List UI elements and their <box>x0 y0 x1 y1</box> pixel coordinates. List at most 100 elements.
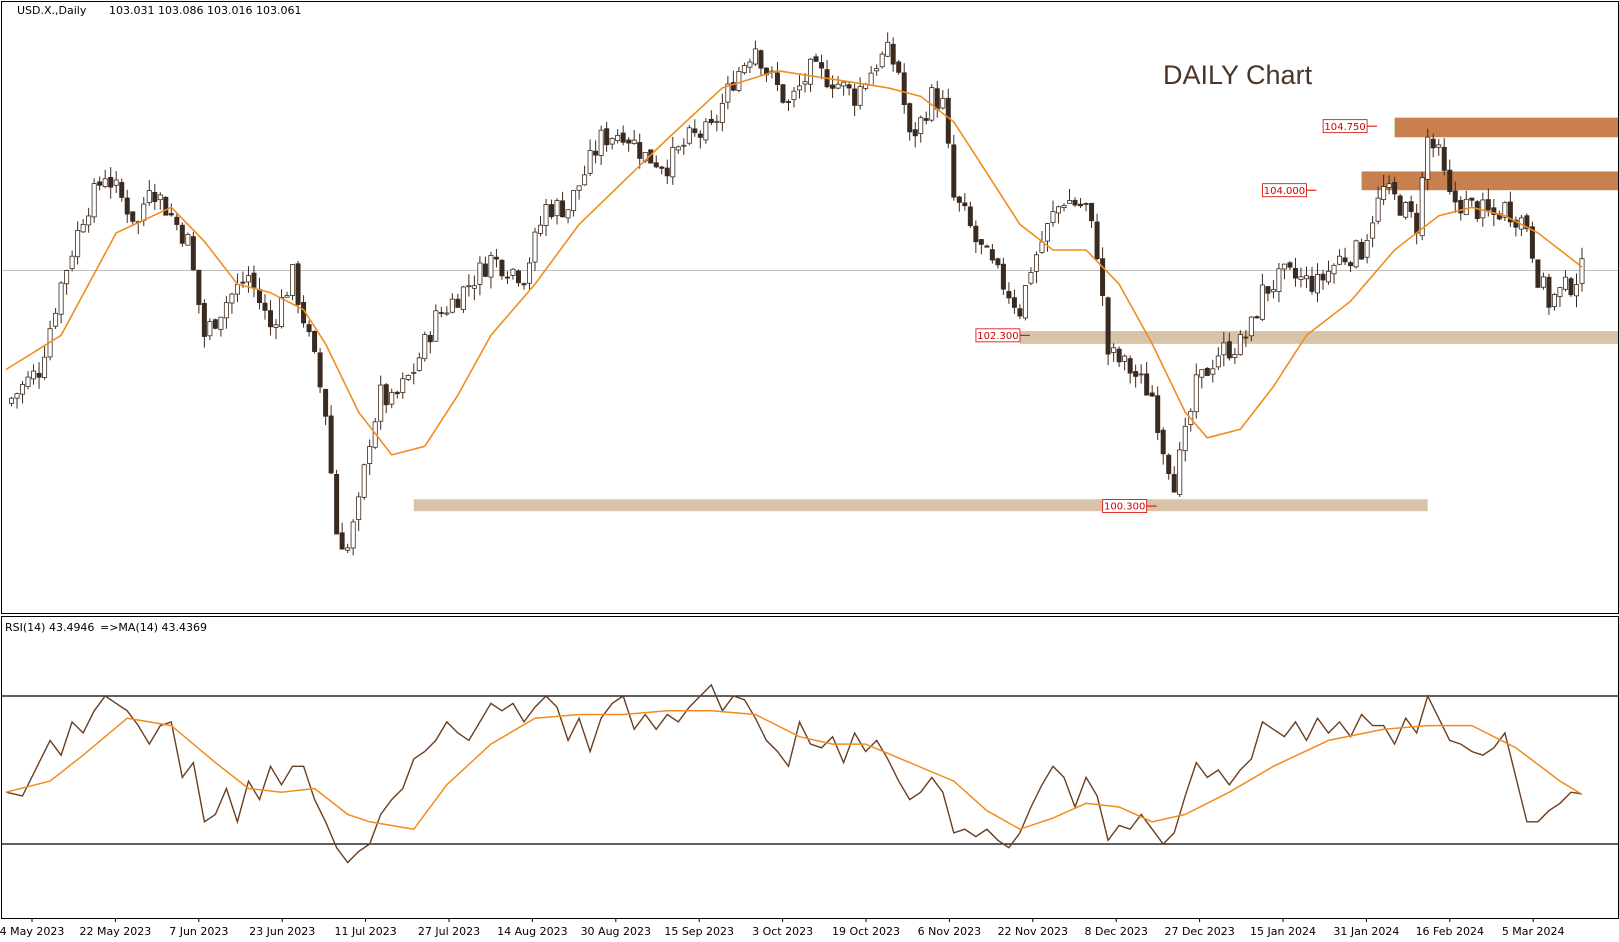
candle-body <box>901 72 907 106</box>
candle-body <box>995 258 1001 266</box>
candle <box>835 76 841 90</box>
candle <box>433 304 439 342</box>
candle <box>615 129 621 144</box>
candle-body <box>268 310 274 328</box>
candle-body <box>482 263 488 277</box>
candle <box>1050 200 1056 227</box>
candle-body <box>53 312 59 327</box>
candle-body <box>1436 144 1442 148</box>
candle <box>86 207 92 233</box>
candle <box>995 257 1001 269</box>
candle <box>984 244 990 248</box>
candle <box>334 469 340 535</box>
candle-body <box>1292 268 1298 279</box>
candle-body <box>499 259 505 277</box>
candle <box>1166 453 1172 480</box>
candle <box>306 320 312 337</box>
candle <box>819 54 825 80</box>
x-tick-label: 3 Oct 2023 <box>752 925 813 938</box>
rsi-label: RSI(14) 43.4946 <box>5 621 94 634</box>
candle <box>1326 260 1332 285</box>
candle <box>91 178 97 223</box>
candle <box>593 140 599 164</box>
candle <box>218 316 224 337</box>
candle <box>1022 285 1028 321</box>
candle-body <box>565 209 571 219</box>
candle-body <box>356 496 362 520</box>
candle-body <box>1270 289 1276 293</box>
candle-body <box>1392 182 1398 195</box>
candle <box>1193 363 1199 419</box>
candle-body <box>108 177 114 188</box>
candle-body <box>75 230 81 258</box>
candle <box>846 82 852 96</box>
candle-body <box>1546 276 1552 308</box>
candle <box>526 257 532 290</box>
candle-body <box>703 121 709 141</box>
candle-body <box>675 146 681 151</box>
candle <box>598 125 604 166</box>
candle <box>1292 257 1298 287</box>
candle-body <box>1551 293 1557 307</box>
candle <box>53 308 59 330</box>
candle-body <box>978 239 984 245</box>
candle-body <box>64 270 70 285</box>
candle-body <box>1094 221 1100 260</box>
candle <box>1463 190 1469 216</box>
candle <box>163 196 169 216</box>
candle-body <box>290 264 296 296</box>
candle-body <box>1138 373 1144 376</box>
price-pane <box>1 1 1619 614</box>
rsi-pane <box>1 616 1619 919</box>
candle <box>940 90 946 110</box>
candle-body <box>714 120 720 123</box>
candle-body <box>797 85 803 91</box>
x-tick-label: 19 Oct 2023 <box>832 925 900 938</box>
candle <box>813 53 819 63</box>
candle-body <box>1033 254 1039 272</box>
candle <box>1447 159 1453 195</box>
candle-body <box>1149 392 1155 397</box>
candle-body <box>411 372 417 374</box>
candle <box>75 221 81 265</box>
candle-body <box>510 268 516 276</box>
candle-body <box>240 281 246 284</box>
chart-title: DAILY Chart <box>1163 60 1313 90</box>
candle <box>1276 263 1282 303</box>
x-tick-label: 5 Mar 2024 <box>1502 925 1565 938</box>
candle <box>852 83 858 117</box>
candle <box>1568 276 1574 297</box>
candle <box>1507 191 1513 227</box>
x-tick-label: 22 May 2023 <box>80 925 152 938</box>
candle <box>664 159 670 185</box>
candle-body <box>383 384 389 406</box>
candle <box>113 171 119 193</box>
candle-body <box>934 88 940 110</box>
candle-body <box>984 245 990 248</box>
candle <box>1237 330 1243 356</box>
candle-body <box>515 270 521 284</box>
candle-body <box>416 357 422 371</box>
candle-body <box>808 58 814 85</box>
candle <box>1320 269 1326 290</box>
candle <box>268 300 274 336</box>
candle-body <box>1226 341 1232 359</box>
ohlc-values: 103.031 103.086 103.016 103.061 <box>109 4 301 17</box>
candle <box>1540 272 1546 290</box>
candle <box>356 492 362 531</box>
candle <box>1551 293 1557 311</box>
candle <box>653 155 659 169</box>
candle-body <box>1562 276 1568 290</box>
candle-body <box>1006 291 1012 299</box>
candle <box>1298 267 1304 288</box>
candle <box>521 282 527 290</box>
candle <box>686 125 692 146</box>
candle <box>367 439 373 476</box>
candle <box>1562 270 1568 292</box>
candle <box>290 264 296 301</box>
candle-body <box>141 203 147 221</box>
candle <box>317 348 323 394</box>
candle <box>1370 215 1376 248</box>
candle-body <box>846 84 852 89</box>
candle-body <box>802 81 808 85</box>
